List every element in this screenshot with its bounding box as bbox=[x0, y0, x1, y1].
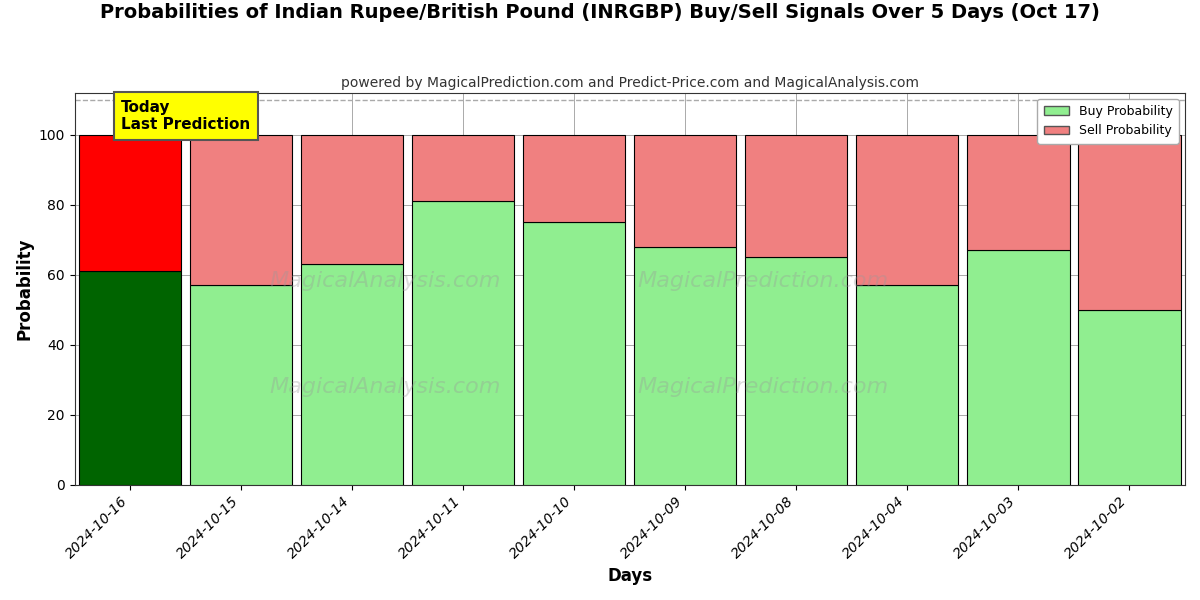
Bar bbox=[412, 134, 515, 201]
Bar bbox=[857, 285, 959, 485]
Bar bbox=[523, 134, 625, 222]
Bar bbox=[190, 134, 293, 285]
Bar bbox=[1079, 310, 1181, 485]
Title: powered by MagicalPrediction.com and Predict-Price.com and MagicalAnalysis.com: powered by MagicalPrediction.com and Pre… bbox=[341, 76, 919, 90]
Bar bbox=[301, 134, 403, 264]
Y-axis label: Probability: Probability bbox=[16, 238, 34, 340]
Bar bbox=[745, 134, 847, 257]
Bar bbox=[190, 285, 293, 485]
Text: MagicalAnalysis.com: MagicalAnalysis.com bbox=[270, 377, 502, 397]
Text: MagicalPrediction.com: MagicalPrediction.com bbox=[637, 271, 889, 291]
Text: MagicalAnalysis.com: MagicalAnalysis.com bbox=[270, 271, 502, 291]
Bar bbox=[967, 134, 1069, 250]
X-axis label: Days: Days bbox=[607, 567, 653, 585]
Bar bbox=[745, 257, 847, 485]
Text: MagicalPrediction.com: MagicalPrediction.com bbox=[637, 377, 889, 397]
Bar bbox=[523, 222, 625, 485]
Text: Today
Last Prediction: Today Last Prediction bbox=[121, 100, 251, 132]
Bar bbox=[967, 250, 1069, 485]
Bar bbox=[301, 264, 403, 485]
Bar bbox=[79, 271, 181, 485]
Bar bbox=[635, 134, 737, 247]
Bar bbox=[79, 134, 181, 271]
Legend: Buy Probability, Sell Probability: Buy Probability, Sell Probability bbox=[1037, 99, 1178, 143]
Bar bbox=[857, 134, 959, 285]
Text: Probabilities of Indian Rupee/British Pound (INRGBP) Buy/Sell Signals Over 5 Day: Probabilities of Indian Rupee/British Po… bbox=[100, 3, 1100, 22]
Bar bbox=[412, 201, 515, 485]
Bar bbox=[635, 247, 737, 485]
Bar bbox=[1079, 134, 1181, 310]
